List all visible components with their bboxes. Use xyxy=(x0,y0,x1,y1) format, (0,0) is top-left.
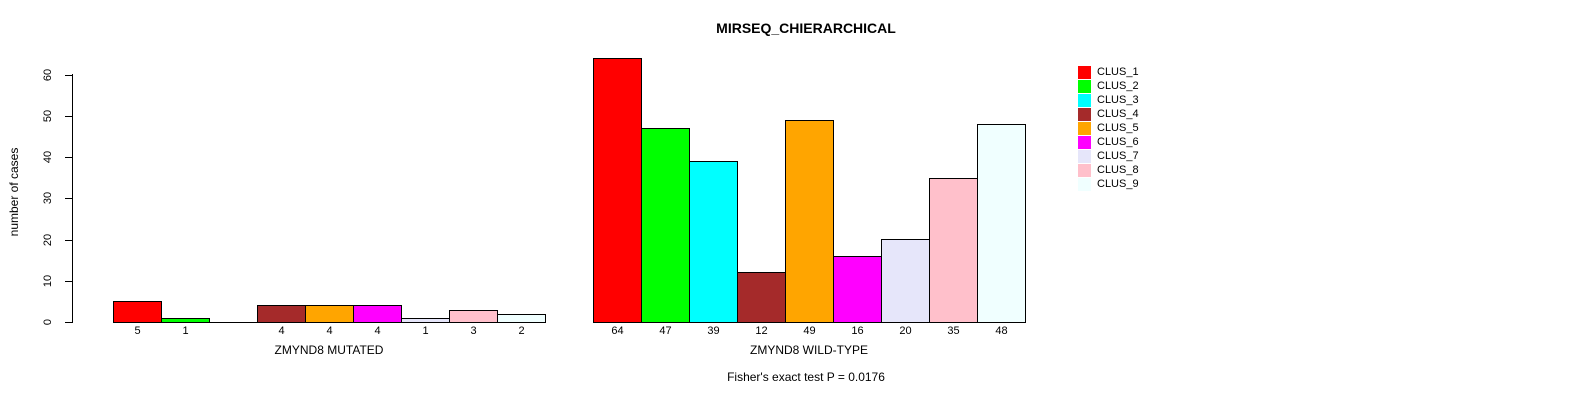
bar-zmynd8-mutated-clus_8 xyxy=(449,310,498,323)
y-axis-title: number of cases xyxy=(7,147,21,237)
y-tick-label-0: 0 xyxy=(42,318,54,326)
bar-value-zmynd8-mutated-clus_8: 3 xyxy=(470,325,477,337)
bar-zmynd8-mutated-clus_7 xyxy=(401,318,450,323)
bar-value-zmynd8-wild-type-clus_9: 48 xyxy=(995,325,1008,337)
bar-zmynd8-wild-type-clus_7 xyxy=(881,239,930,323)
bar-value-zmynd8-wild-type-clus_7: 20 xyxy=(899,325,912,337)
bar-zmynd8-wild-type-clus_8 xyxy=(929,178,978,323)
legend-label-clus_7: CLUS_7 xyxy=(1097,150,1139,162)
y-tick-label-50: 50 xyxy=(42,109,54,123)
legend-label-clus_3: CLUS_3 xyxy=(1097,94,1139,106)
y-tick-label-30: 30 xyxy=(42,191,54,205)
bar-zmynd8-mutated-clus_9 xyxy=(497,314,546,323)
y-tick-label-60: 60 xyxy=(42,68,54,82)
y-tick-mark-20 xyxy=(65,240,72,241)
legend-swatch-clus_3 xyxy=(1078,94,1091,107)
bar-value-zmynd8-wild-type-clus_5: 49 xyxy=(803,325,816,337)
bar-zmynd8-wild-type-clus_6 xyxy=(833,256,882,323)
bar-value-zmynd8-wild-type-clus_4: 12 xyxy=(755,325,768,337)
y-tick-mark-40 xyxy=(65,157,72,158)
bar-value-zmynd8-mutated-clus_9: 2 xyxy=(518,325,525,337)
bar-value-zmynd8-wild-type-clus_6: 16 xyxy=(851,325,864,337)
legend-swatch-clus_5 xyxy=(1078,122,1091,135)
group-label-zmynd8-wild-type: ZMYND8 WILD-TYPE xyxy=(749,343,869,357)
bar-value-zmynd8-mutated-clus_4: 4 xyxy=(278,325,285,337)
y-axis-line xyxy=(72,74,73,323)
bar-value-zmynd8-mutated-clus_2: 1 xyxy=(182,325,189,337)
y-tick-mark-0 xyxy=(65,322,72,323)
bar-zmynd8-mutated-clus_4 xyxy=(257,305,306,323)
bar-zmynd8-wild-type-clus_9 xyxy=(977,124,1026,323)
y-tick-mark-50 xyxy=(65,116,72,117)
y-tick-mark-10 xyxy=(65,281,72,282)
legend-label-clus_2: CLUS_2 xyxy=(1097,80,1139,92)
legend-label-clus_8: CLUS_8 xyxy=(1097,164,1139,176)
y-tick-label-20: 20 xyxy=(42,233,54,247)
legend-swatch-clus_9 xyxy=(1078,178,1091,191)
legend-label-clus_6: CLUS_6 xyxy=(1097,136,1139,148)
bar-value-zmynd8-wild-type-clus_1: 64 xyxy=(611,325,624,337)
legend-swatch-clus_6 xyxy=(1078,136,1091,149)
bar-value-zmynd8-mutated-clus_7: 1 xyxy=(422,325,429,337)
bar-zmynd8-mutated-clus_2 xyxy=(161,318,210,323)
bar-zmynd8-mutated-clus_1 xyxy=(113,301,162,323)
bar-zmynd8-mutated-clus_5 xyxy=(305,305,354,323)
y-tick-label-10: 10 xyxy=(42,274,54,288)
bar-value-zmynd8-wild-type-clus_3: 39 xyxy=(707,325,720,337)
group-label-zmynd8-mutated: ZMYND8 MUTATED xyxy=(274,343,384,357)
bar-zmynd8-mutated-clus_6 xyxy=(353,305,402,323)
bar-zmynd8-wild-type-clus_1 xyxy=(593,58,642,323)
legend-swatch-clus_1 xyxy=(1078,66,1091,79)
legend-swatch-clus_2 xyxy=(1078,80,1091,93)
bar-value-zmynd8-wild-type-clus_2: 47 xyxy=(659,325,672,337)
bar-value-zmynd8-mutated-clus_5: 4 xyxy=(326,325,333,337)
y-tick-mark-30 xyxy=(65,198,72,199)
bar-value-zmynd8-wild-type-clus_8: 35 xyxy=(947,325,960,337)
legend-label-clus_1: CLUS_1 xyxy=(1097,66,1139,78)
fisher-test-annotation: Fisher's exact test P = 0.0176 xyxy=(727,370,885,384)
legend-swatch-clus_4 xyxy=(1078,108,1091,121)
legend-label-clus_4: CLUS_4 xyxy=(1097,108,1139,120)
y-tick-label-40: 40 xyxy=(42,150,54,164)
bar-zmynd8-wild-type-clus_2 xyxy=(641,128,690,323)
bar-value-zmynd8-mutated-clus_1: 5 xyxy=(134,325,141,337)
bar-zmynd8-wild-type-clus_4 xyxy=(737,272,786,323)
bar-zmynd8-wild-type-clus_5 xyxy=(785,120,834,323)
legend-label-clus_9: CLUS_9 xyxy=(1097,178,1139,190)
chart-title: MIRSEQ_CHIERARCHICAL xyxy=(716,20,896,36)
bar-value-zmynd8-mutated-clus_6: 4 xyxy=(374,325,381,337)
bar-zmynd8-wild-type-clus_3 xyxy=(689,161,738,323)
legend-label-clus_5: CLUS_5 xyxy=(1097,122,1139,134)
legend-swatch-clus_8 xyxy=(1078,164,1091,177)
legend-swatch-clus_7 xyxy=(1078,150,1091,163)
y-tick-mark-60 xyxy=(65,75,72,76)
